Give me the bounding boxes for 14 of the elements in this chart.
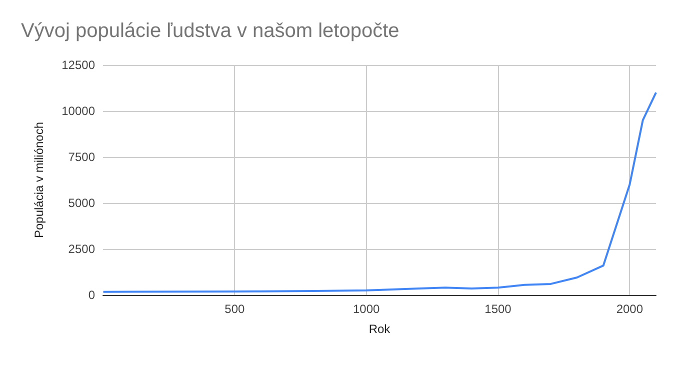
y-axis-title: Populácia v miliónoch [32,122,46,238]
y-tick-label: 0 [88,288,96,302]
y-tick-label: 5000 [68,196,96,210]
y-tick-label: 2500 [68,242,96,256]
x-axis-title: Rok [368,322,392,336]
y-tick-label: 12500 [62,58,96,72]
line-series [102,92,657,293]
x-tick-label: 500 [224,302,245,316]
x-tick-label: 1500 [484,302,512,316]
x-tick-label: 2000 [616,302,644,316]
chart-title: Vývoj populácie ľudstva v našom letopočte [21,20,400,42]
y-tick-label: 10000 [62,104,96,118]
y-tick-label: 7500 [68,150,96,164]
x-tick-label: 1000 [352,302,380,316]
